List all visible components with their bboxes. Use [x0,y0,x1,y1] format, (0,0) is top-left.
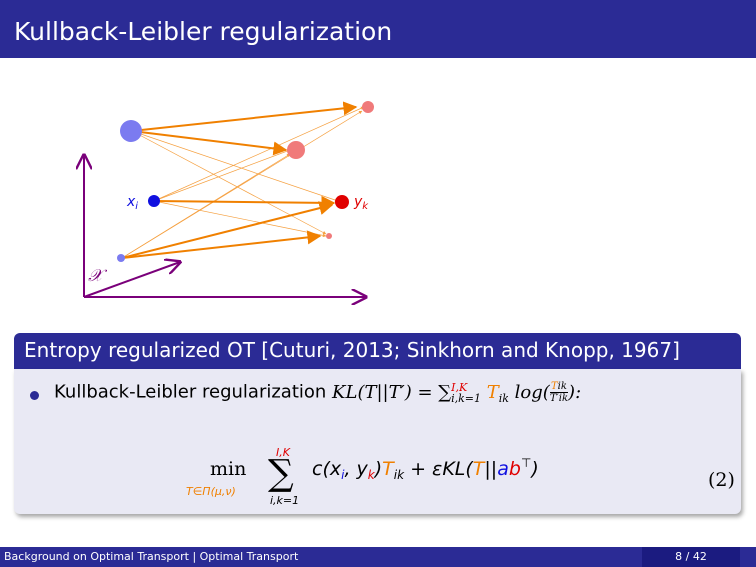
yk-label: yk [353,194,369,212]
block-header: Entropy regularized OT [Cuturi, 2013; Si… [14,333,741,369]
bullet-icon [30,391,39,400]
source-point-large [120,120,142,142]
block-title: Entropy regularized OT [Cuturi, 2013; Si… [24,338,680,362]
target-point-1 [362,101,374,113]
block-body: Kullback-Leibler regularization KL(T||T′… [14,369,741,514]
equation-number: (2) [708,469,735,491]
xi-label: xi [126,194,138,212]
svg-text:i,k=1: i,k=1 [270,494,299,507]
target-point-2 [287,141,305,159]
svg-text:T∈Π(μ,ν): T∈Π(μ,ν) [186,485,236,498]
bullet-text: Kullback-Leibler regularization KL(T||T′… [54,380,582,405]
svg-text:∑: ∑ [268,453,294,494]
svg-text:I,K: I,K [276,446,291,459]
optimization-formula: min T∈Π(μ,ν) I,K ∑ i,k=1 c(xi, yk)Tik + … [186,446,539,507]
svg-text:min: min [210,458,246,480]
source-point-small [117,254,125,262]
kl-expression: KL(T||T′) = ∑ I,K i,k=1 Tik log(Tik T′ik): [332,380,582,405]
page-number: 8 / 42 [642,547,740,567]
theorem-block: Entropy regularized OT [Cuturi, 2013; Si… [14,333,741,514]
footer-bar: Background on Optimal Transport | Optima… [0,547,756,567]
ot-figure: 𝒳 xi yk [0,101,374,330]
target-point-4 [326,233,332,239]
footer-section: Background on Optimal Transport | Optima… [4,550,299,563]
space-arrow [83,262,180,298]
space-label: 𝒳 [88,266,108,286]
target-point-yk [335,195,349,209]
source-point-xi [148,195,160,207]
svg-text:c(xi, yk)Tik + εKL(T||ab⊤): c(xi, yk)Tik + εKL(T||ab⊤) [312,456,539,482]
slide-title: Kullback-Leibler regularization [14,17,393,46]
title-bar: Kullback-Leibler regularization [0,0,756,58]
